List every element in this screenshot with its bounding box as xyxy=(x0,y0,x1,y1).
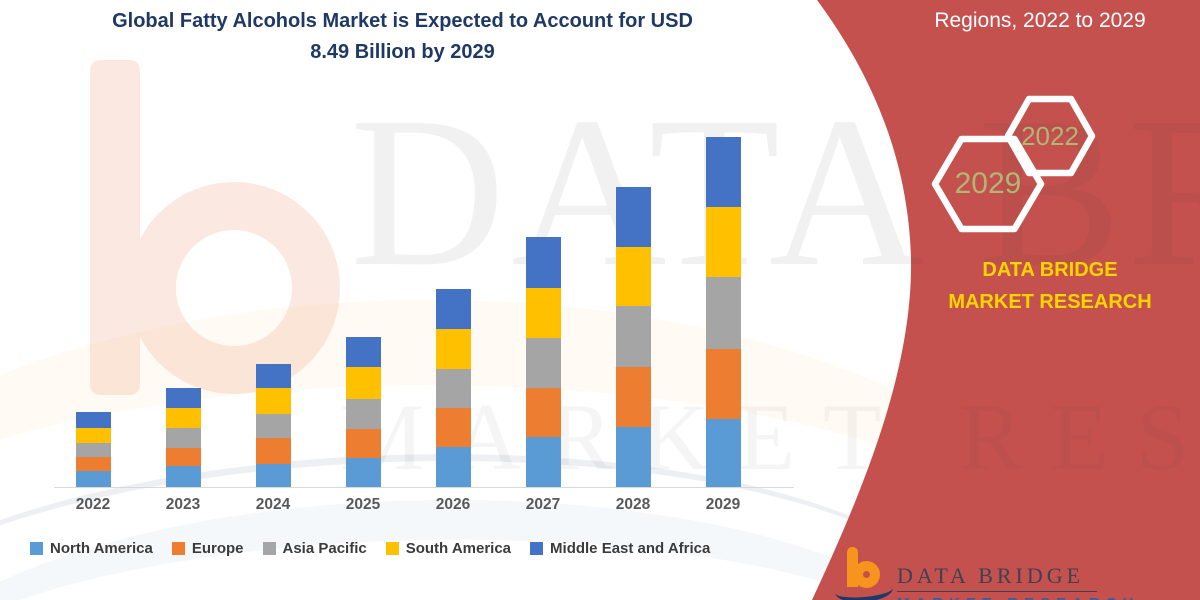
bar-segment-2023-asia-pacific xyxy=(165,428,201,449)
watermark-text-data-bridge: DATA BRIDGE xyxy=(350,72,1200,311)
bar-segment-2026-middle-east-and-africa xyxy=(435,288,471,329)
x-axis-label-2026: 2026 xyxy=(435,496,471,513)
panel-brand-name: DATA BRIDGE MARKET RESEARCH xyxy=(948,259,1152,313)
bar-segment-2029-middle-east-and-africa xyxy=(705,137,741,208)
bar-segment-2027-middle-east-and-africa xyxy=(525,237,561,289)
stacked-bars xyxy=(40,100,780,487)
bar-2024 xyxy=(255,363,291,487)
legend-label: North America xyxy=(50,540,153,557)
hexagon-label-2022: 2022 xyxy=(1021,121,1079,151)
red-side-panel-shape xyxy=(812,0,1200,600)
bar-2025 xyxy=(345,336,381,487)
legend-item-south-america: South America xyxy=(385,540,512,557)
x-axis-label-2023: 2023 xyxy=(165,496,201,513)
chart-legend: North America Europe Asia Pacific South Ame… xyxy=(30,540,710,557)
legend-item-asia-pacific: Asia Pacific xyxy=(262,540,367,557)
legend-swatch-icon xyxy=(30,542,43,555)
bar-segment-2023-europe xyxy=(165,448,201,467)
bar-segment-2027-europe xyxy=(525,388,561,438)
x-axis-line xyxy=(54,487,794,488)
legend-label: Middle East and Africa xyxy=(550,540,711,557)
bar-2028 xyxy=(615,187,651,487)
bar-segment-2023-north-america xyxy=(165,466,201,487)
x-axis-label-2027: 2027 xyxy=(525,496,561,513)
bar-2023 xyxy=(165,388,201,487)
legend-item-middle-east-and-africa: Middle East and Africa xyxy=(530,540,710,557)
legend-label: South America xyxy=(405,540,512,557)
hexagon-2022 xyxy=(1004,95,1096,177)
bar-segment-2029-south-america xyxy=(705,207,741,278)
bar-2022 xyxy=(75,412,111,487)
chart-title-line2: 8.49 Billion by 2029 xyxy=(310,41,495,63)
bar-segment-2022-asia-pacific xyxy=(75,443,111,457)
x-axis-label-2029: 2029 xyxy=(705,496,741,513)
bar-segment-2026-north-america xyxy=(435,447,471,487)
panel-heading: Regions, 2022 to 2029 xyxy=(934,9,1146,32)
bar-segment-2025-europe xyxy=(345,428,381,459)
x-axis-label-2022: 2022 xyxy=(75,496,111,513)
hexagon-label-2029: 2029 xyxy=(954,167,1022,200)
bar-segment-2025-middle-east-and-africa xyxy=(345,336,381,368)
bar-segment-2024-asia-pacific xyxy=(255,413,291,438)
hexagon-2029 xyxy=(931,135,1045,233)
watermark-text-market-research: MARKET RESEARCH xyxy=(340,384,1200,490)
chart-title-line1: Global Fatty Alcohols Market is Expected… xyxy=(112,10,693,32)
bar-segment-2026-south-america xyxy=(435,328,471,369)
x-axis-labels: 2022 2023 2024 2025 2026 2027 2028 2029 xyxy=(40,496,780,518)
bar-segment-2029-north-america xyxy=(705,419,741,487)
bar-segment-2029-europe xyxy=(705,349,741,420)
bar-segment-2028-north-america xyxy=(615,426,651,487)
legend-label: Asia Pacific xyxy=(282,540,367,557)
x-axis-label-2025: 2025 xyxy=(345,496,381,513)
footer-logo-b-bowl-icon xyxy=(853,561,880,588)
legend-swatch-icon xyxy=(262,542,276,555)
bar-2029 xyxy=(705,137,741,487)
legend-item-north-america: North America xyxy=(30,540,153,557)
bar-segment-2022-europe xyxy=(75,456,111,472)
bar-segment-2028-europe xyxy=(615,366,651,427)
bar-segment-2023-middle-east-and-africa xyxy=(165,388,201,409)
bar-segment-2026-asia-pacific xyxy=(435,368,471,408)
footer-logo-name: DATA BRIDGE xyxy=(897,563,1085,588)
legend-swatch-icon xyxy=(171,542,185,555)
legend-swatch-icon xyxy=(385,542,399,555)
bar-segment-2024-europe xyxy=(255,437,291,464)
bar-segment-2028-south-america xyxy=(615,246,651,306)
bar-2026 xyxy=(435,288,471,487)
bar-segment-2027-asia-pacific xyxy=(525,338,561,389)
bar-segment-2025-north-america xyxy=(345,458,381,487)
bar-2027 xyxy=(525,237,561,487)
bar-segment-2024-north-america xyxy=(255,463,291,487)
bar-segment-2027-south-america xyxy=(525,288,561,339)
bar-segment-2025-asia-pacific xyxy=(345,398,381,429)
bar-segment-2029-asia-pacific xyxy=(705,277,741,350)
legend-swatch-icon xyxy=(530,542,544,555)
bar-segment-2028-middle-east-and-africa xyxy=(615,187,651,247)
footer-logo: DATA BRIDGE MARKET RESEARCH xyxy=(834,545,1165,600)
legend-item-europe: Europe xyxy=(171,540,244,557)
footer-logo-subtitle: MARKET RESEARCH xyxy=(897,595,1140,600)
x-axis-label-2028: 2028 xyxy=(615,496,651,513)
bar-segment-2028-asia-pacific xyxy=(615,305,651,367)
bar-segment-2022-north-america xyxy=(75,471,111,487)
bar-segment-2026-europe xyxy=(435,407,471,447)
footer-logo-divider xyxy=(897,591,1097,592)
legend-label: Europe xyxy=(191,540,244,557)
bar-segment-2024-south-america xyxy=(255,388,291,414)
bar-segment-2024-middle-east-and-africa xyxy=(255,363,291,389)
bar-segment-2022-middle-east-and-africa xyxy=(75,412,111,428)
bar-segment-2027-north-america xyxy=(525,437,561,487)
bar-segment-2023-south-america xyxy=(165,408,201,429)
chart-title: Global Fatty Alcohols Market is Expected… xyxy=(55,6,750,68)
x-axis-label-2024: 2024 xyxy=(255,496,291,513)
footer-logo-b-icon xyxy=(847,547,858,587)
bar-segment-2022-south-america xyxy=(75,427,111,444)
bar-segment-2025-south-america xyxy=(345,367,381,399)
